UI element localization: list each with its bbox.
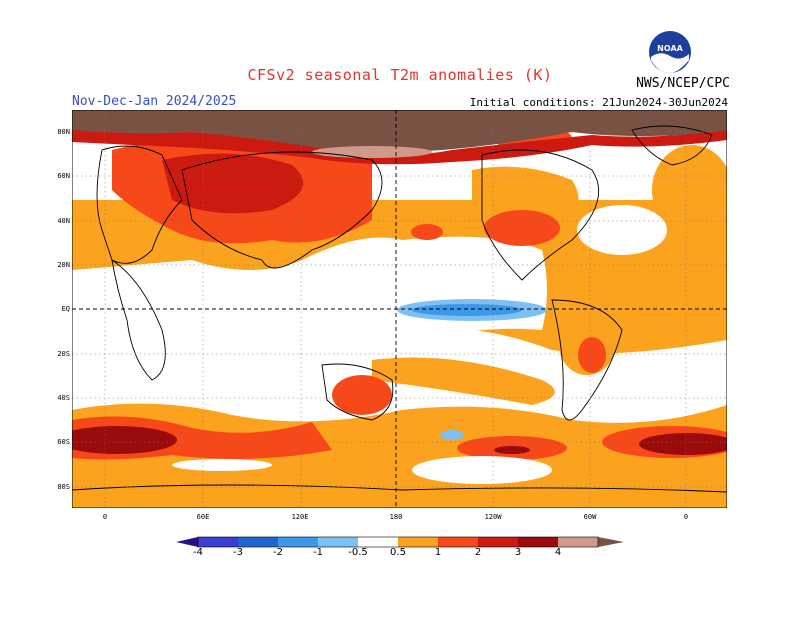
initial-conditions: Initial conditions: 21Jun2024-30Jun2024	[469, 96, 728, 109]
logo-text: NOAA	[657, 44, 683, 53]
colorbar-label: 3	[514, 547, 522, 558]
colorbar-label: -4	[193, 547, 203, 558]
map-title: CFSv2 seasonal T2m anomalies (K)	[247, 66, 553, 84]
agency-label: NWS/NCEP/CPC	[636, 76, 730, 91]
lat-label-60n: 60N	[57, 172, 70, 180]
colorbar-bin	[558, 537, 598, 547]
colorbar-bin	[478, 537, 518, 547]
colorbar	[176, 536, 624, 548]
colorbar-label: -3	[233, 547, 243, 558]
colorbar-bin	[438, 537, 478, 547]
lat-label-80n: 80N	[57, 128, 70, 136]
lon-label-60w: 60W	[583, 513, 597, 521]
colorbar-bin	[318, 537, 358, 547]
colorbar-label: -0.5	[348, 547, 368, 558]
forecast-period: Nov-Dec-Jan 2024/2025	[72, 94, 237, 109]
colorbar-label: -1	[313, 547, 323, 558]
lat-label-80s: 80S	[57, 483, 70, 491]
colorbar-arrow-high	[598, 537, 624, 547]
anomaly-map	[72, 110, 727, 508]
colorbar-bin	[518, 537, 558, 547]
colorbar-bin	[398, 537, 438, 547]
colorbar-bin	[238, 537, 278, 547]
colorbar-label: 0.5	[390, 547, 406, 558]
colorbar-label: 2	[474, 547, 482, 558]
lat-label-eq: EQ	[61, 305, 70, 313]
colorbar-arrow-low	[176, 537, 198, 547]
lat-label-40n: 40N	[57, 217, 70, 225]
noaa-logo: NOAA	[649, 31, 691, 73]
lat-label-20s: 20S	[57, 350, 70, 358]
lat-label-40s: 40S	[57, 394, 70, 402]
lon-label-60e: 60E	[196, 513, 210, 521]
lon-label-180: 180	[389, 513, 403, 521]
lat-label-60s: 60S	[57, 438, 70, 446]
colorbar-label: -2	[273, 547, 283, 558]
lon-label-120e: 120E	[291, 513, 309, 521]
colorbar-bin	[358, 537, 398, 547]
lon-label-0-east: 0	[683, 513, 689, 521]
lon-label-0: 0	[102, 513, 108, 521]
colorbar-bin	[198, 537, 238, 547]
colorbar-label: 4	[554, 547, 562, 558]
colorbar-bin	[278, 537, 318, 547]
lat-label-20n: 20N	[57, 261, 70, 269]
lon-label-120w: 120W	[484, 513, 502, 521]
colorbar-label: 1	[434, 547, 442, 558]
